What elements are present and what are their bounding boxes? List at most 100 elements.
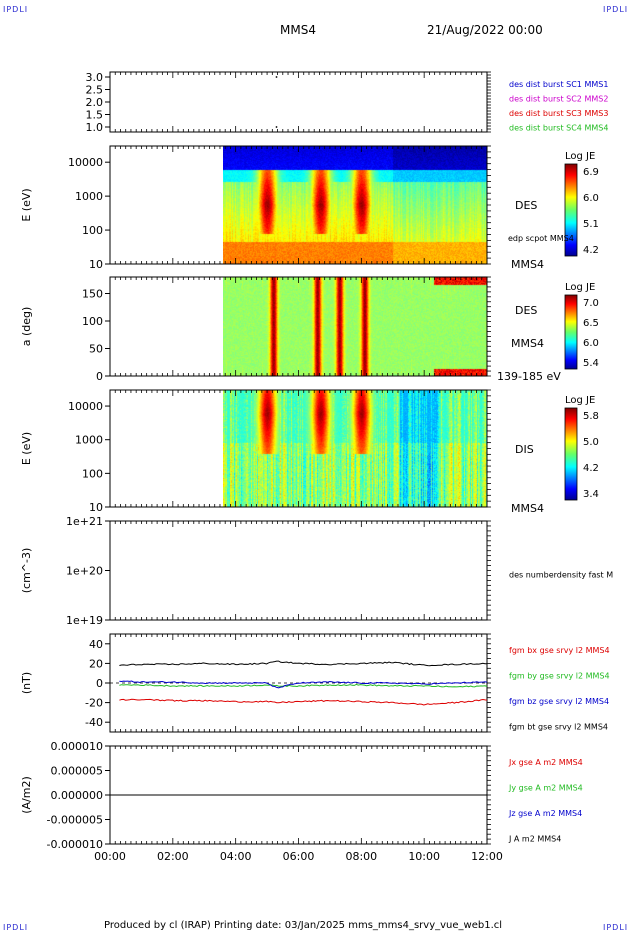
bfield-legend-entry: fgm bx gse srvy l2 MMS4 [509,646,610,655]
bfield-y-tick-label: -40 [85,716,103,729]
des_pitch-bottom-label: 139-185 eV [497,370,561,383]
des_energy-y-tick-label: 100 [82,224,103,237]
des_energy-colorbar-title: Log JE [565,151,595,162]
burst-legend-entry: des dist burst SC3 MMS3 [509,109,608,118]
des_pitch-instrument-label: DES [515,304,537,317]
labels-layer: 3.02.52.01.51.0 des dist burst SC1 MMS1 de… [20,71,613,863]
burst-y-tick-label: 1.5 [86,109,104,122]
dis_energy-colorbar-tick-label: 5.0 [583,437,599,448]
density-y-tick-label: 1e+20 [66,565,103,578]
plot-figure: 3.02.52.01.51.0 des dist burst SC1 MMS1 de… [20,71,613,863]
burst-legend-entry: des dist burst SC2 MMS2 [509,95,608,104]
dis_energy-colorbar [564,407,578,501]
burst-frame [109,71,488,133]
des_energy-instrument-label: DES [515,199,537,212]
dis_energy-colorbar-tick-label: 4.2 [583,463,599,474]
des_pitch-y-tick-label: 150 [82,288,103,301]
time-tick-label: 12:00 [471,850,503,863]
spectrogram-layer [223,146,487,507]
current-legend-entry: Jz gse A m2 MMS4 [508,809,582,818]
time-tick-label: 04:00 [220,850,252,863]
time-tick-label: 06:00 [283,850,315,863]
bfield-series-line [119,683,488,688]
des_pitch-colorbar-tick-label: 6.5 [583,318,599,329]
axes-layer [105,71,578,845]
burst-legend-entry: des dist burst SC1 MMS1 [509,80,608,89]
time-tick-label: 00:00 [94,850,126,863]
des_pitch-colorbar [564,294,578,370]
des_pitch-sub-label: MMS4 [511,337,544,350]
dis_energy-y-tick-label: 10 [89,501,103,514]
des_energy-y-tick-label: 10 [89,258,103,271]
bfield-y-axis-label: (nT) [20,672,33,694]
des_energy-spectrogram [223,146,487,264]
dis_energy-y-tick-label: 10000 [68,400,103,413]
bfield-y-tick-label: -20 [85,697,103,710]
density-frame [109,520,488,621]
bfield-y-tick-label: 40 [89,638,103,651]
bfield-legend-entry: fgm bt gse srvy l2 MMS4 [509,723,608,732]
corner-label-top-right: IPDLI [603,5,629,14]
des_energy-sub-label: edp scpot MMS4 [508,234,574,243]
dis_energy-spectrogram [223,390,487,507]
current-y-axis-label: (A/m2) [20,776,33,814]
des_pitch-spectrogram [223,277,487,376]
burst-y-tick-label: 1.0 [86,121,104,134]
bfield-series-line [119,698,488,706]
des_pitch-colorbar-tick-label: 6.0 [583,338,599,349]
des_energy-colorbar-tick-label: 5.1 [583,219,599,230]
time-tick-label: 10:00 [408,850,440,863]
current-y-tick-label: 0.000005 [51,765,104,778]
bfield-series-line [119,660,488,667]
des_pitch-colorbar-tick-label: 7.0 [583,298,599,309]
des_energy-y-axis-label: E (eV) [20,188,33,221]
time-tick-label: 02:00 [157,850,189,863]
current-y-tick-label: -0.000005 [47,814,103,827]
dis_energy-colorbar-title: Log JE [565,395,595,406]
burst-data-point [275,76,278,78]
des_energy-colorbar-tick-label: 6.0 [583,193,599,204]
time-tick-label: 08:00 [345,850,377,863]
des_energy-y-tick-label: 1000 [75,190,103,203]
dis_energy-instrument-label: DIS [515,443,534,456]
dis_energy-colorbar-tick-label: 3.4 [583,489,599,500]
bfield-legend-entry: fgm by gse srvy l2 MMS4 [509,672,610,681]
des_pitch-colorbar-title: Log JE [565,282,595,293]
des_pitch-y-tick-label: 50 [89,343,103,356]
burst-y-tick-label: 2.0 [86,96,104,109]
bfield-y-tick-label: 0 [96,677,103,690]
dis_energy-colorbar-tick-label: 5.8 [583,411,599,422]
footer-credits: Produced by cl (IRAP) Printing date: 03/… [104,920,503,931]
corner-label-top-left: IPDLI [3,5,29,14]
dis_energy-y-axis-label: E (eV) [20,432,33,465]
des_pitch-y-tick-label: 100 [82,315,103,328]
corner-label-bottom-left: IPDLI [3,923,29,932]
des_pitch-y-axis-label: a (deg) [20,307,33,347]
burst-y-tick-label: 2.5 [86,84,104,97]
density-legend-entry: des numberdensity fast M [509,571,613,580]
des_energy-colorbar-tick-label: 6.9 [583,167,599,178]
density-y-tick-label: 1e+21 [66,515,103,528]
bfield-y-tick-label: 20 [89,657,103,670]
burst-data-point [275,126,278,128]
bfield-series-line [119,680,488,689]
des_pitch-y-tick-label: 0 [96,370,103,383]
current-y-tick-label: 0.000000 [51,789,104,802]
corner-label-bottom-right: IPDLI [603,923,629,932]
density-y-axis-label: (cm^-3) [20,548,33,594]
des_energy-bottom-label: MMS4 [511,258,544,271]
dis_energy-y-tick-label: 1000 [75,434,103,447]
current-legend-entry: J A m2 MMS4 [508,835,561,844]
current-y-tick-label: 0.000010 [51,740,104,753]
dis_energy-y-tick-label: 100 [82,467,103,480]
des_energy-colorbar [564,163,578,257]
des_energy-y-tick-label: 10000 [68,156,103,169]
dis_energy-bottom-label: MMS4 [511,502,544,515]
current-legend-entry: Jx gse A m2 MMS4 [508,758,583,767]
burst-y-tick-label: 3.0 [86,71,104,84]
current-legend-entry: Jy gse A m2 MMS4 [508,784,583,793]
date-title: 21/Aug/2022 00:00 [427,23,543,37]
burst-legend-entry: des dist burst SC4 MMS4 [509,124,608,133]
des_energy-colorbar-tick-label: 4.2 [583,245,599,256]
des_pitch-colorbar-tick-label: 5.4 [583,358,599,369]
